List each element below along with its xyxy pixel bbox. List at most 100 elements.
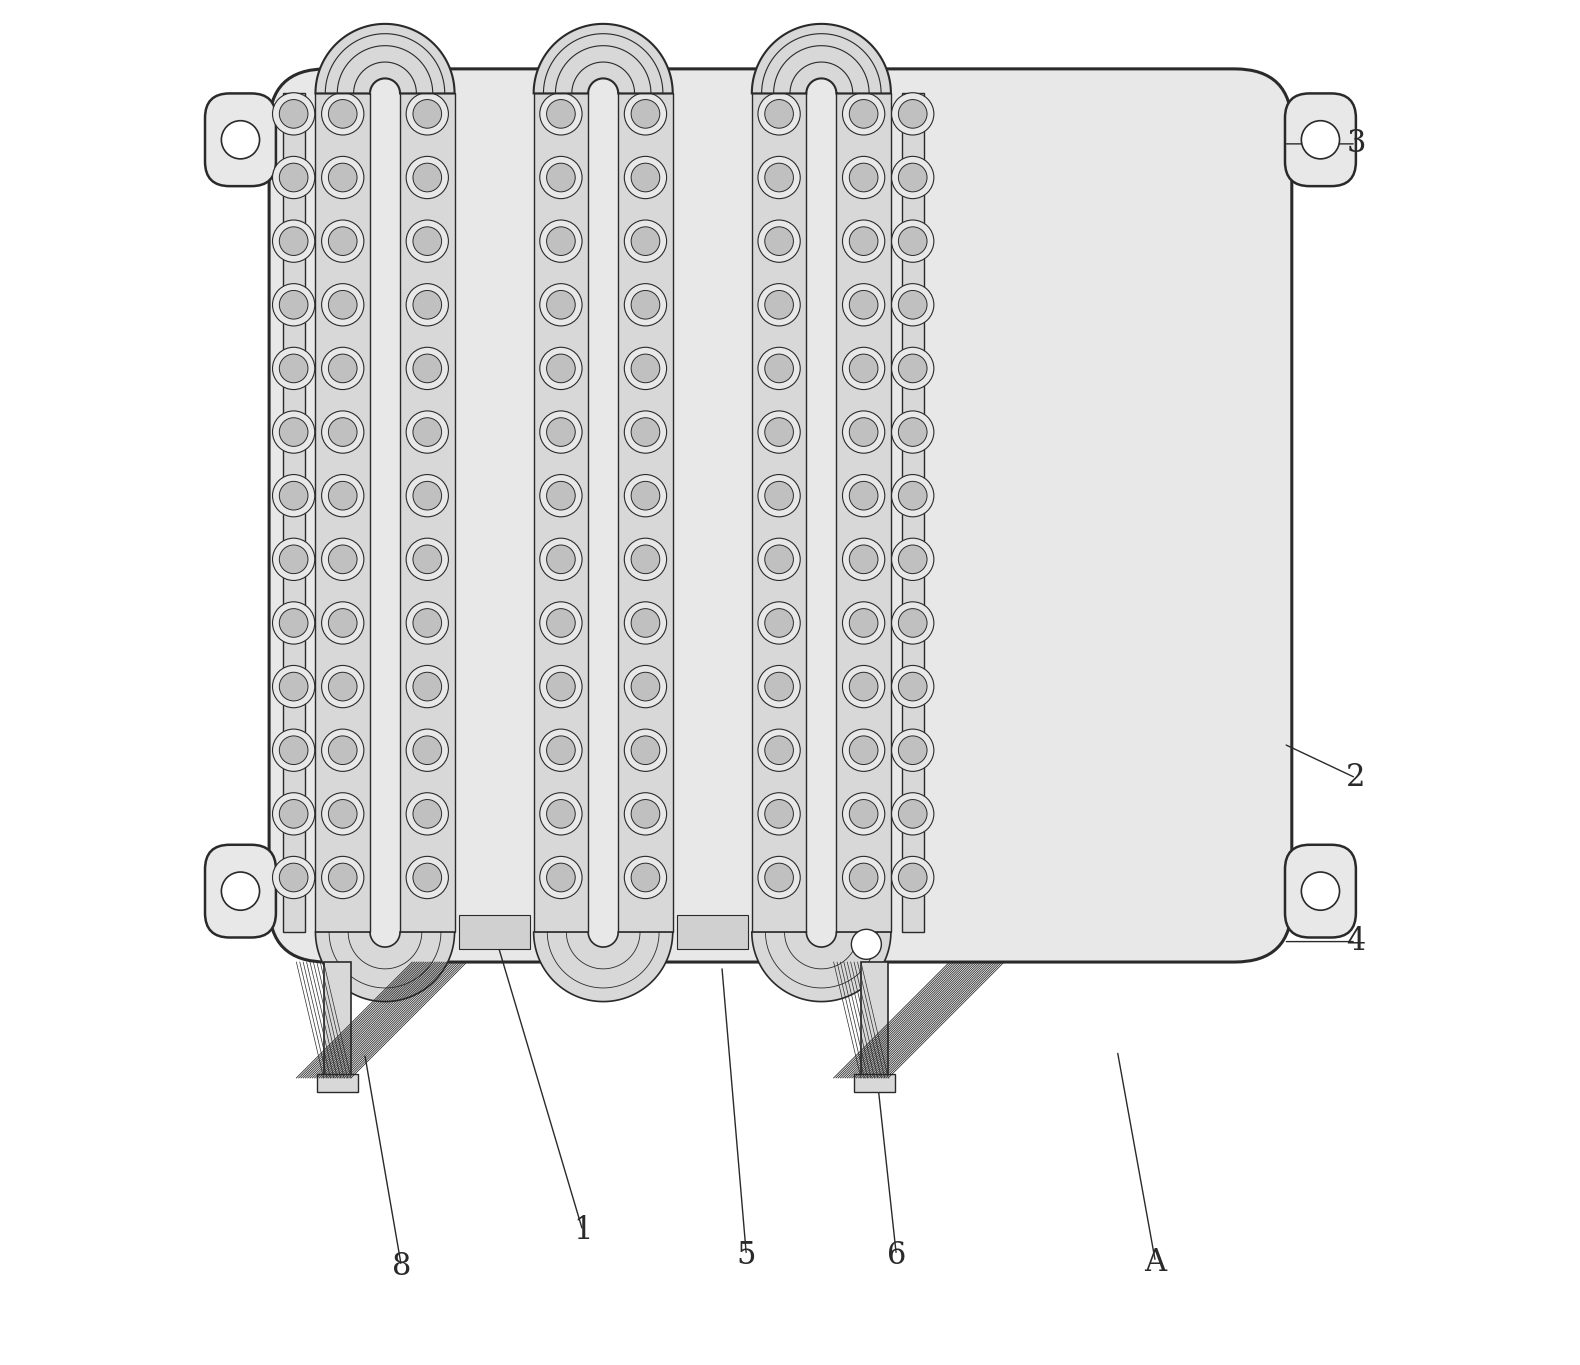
Text: A: A	[1144, 1246, 1166, 1278]
Circle shape	[412, 673, 441, 700]
Bar	[534, 93, 588, 932]
Circle shape	[540, 602, 581, 644]
Circle shape	[899, 418, 927, 446]
Circle shape	[412, 354, 441, 382]
Circle shape	[624, 284, 667, 326]
FancyBboxPatch shape	[205, 845, 276, 938]
Circle shape	[540, 856, 581, 898]
Circle shape	[899, 736, 927, 764]
Circle shape	[765, 100, 793, 128]
Circle shape	[280, 863, 308, 891]
Circle shape	[850, 227, 878, 255]
Bar	[283, 93, 305, 932]
Circle shape	[322, 475, 363, 517]
Circle shape	[547, 545, 575, 573]
Circle shape	[540, 793, 581, 835]
Circle shape	[272, 856, 314, 898]
Circle shape	[322, 729, 363, 771]
Bar	[400, 93, 455, 932]
Circle shape	[272, 793, 314, 835]
Circle shape	[765, 545, 793, 573]
PathPatch shape	[534, 932, 673, 1002]
Circle shape	[842, 729, 885, 771]
Circle shape	[412, 418, 441, 446]
Circle shape	[624, 157, 667, 199]
Circle shape	[850, 736, 878, 764]
Circle shape	[842, 157, 885, 199]
Circle shape	[850, 863, 878, 891]
Circle shape	[899, 482, 927, 511]
Text: 2: 2	[1346, 763, 1365, 793]
Circle shape	[624, 602, 667, 644]
Bar	[676, 915, 747, 949]
Circle shape	[329, 863, 357, 891]
Circle shape	[280, 609, 308, 637]
Circle shape	[842, 602, 885, 644]
Circle shape	[322, 411, 363, 453]
Circle shape	[329, 609, 357, 637]
Circle shape	[850, 291, 878, 319]
Circle shape	[891, 666, 934, 707]
Circle shape	[412, 164, 441, 192]
FancyBboxPatch shape	[1285, 93, 1356, 186]
Circle shape	[765, 673, 793, 700]
Circle shape	[891, 93, 934, 135]
Circle shape	[406, 856, 449, 898]
Circle shape	[765, 354, 793, 382]
Circle shape	[850, 673, 878, 700]
Circle shape	[406, 347, 449, 389]
Circle shape	[850, 800, 878, 829]
Circle shape	[630, 545, 660, 573]
Circle shape	[322, 347, 363, 389]
Circle shape	[624, 411, 667, 453]
Circle shape	[630, 609, 660, 637]
Circle shape	[850, 100, 878, 128]
Circle shape	[891, 538, 934, 580]
Circle shape	[280, 227, 308, 255]
Circle shape	[329, 164, 357, 192]
Circle shape	[547, 227, 575, 255]
Circle shape	[329, 418, 357, 446]
Bar	[836, 93, 891, 932]
Circle shape	[547, 354, 575, 382]
Circle shape	[412, 291, 441, 319]
Circle shape	[412, 800, 441, 829]
Circle shape	[412, 482, 441, 511]
PathPatch shape	[316, 932, 455, 1002]
Circle shape	[412, 736, 441, 764]
Circle shape	[630, 227, 660, 255]
Circle shape	[406, 793, 449, 835]
Circle shape	[322, 157, 363, 199]
Text: 4: 4	[1346, 925, 1365, 957]
Circle shape	[765, 800, 793, 829]
Circle shape	[758, 411, 799, 453]
Circle shape	[412, 863, 441, 891]
Circle shape	[758, 157, 799, 199]
Circle shape	[630, 863, 660, 891]
Circle shape	[630, 164, 660, 192]
Circle shape	[406, 475, 449, 517]
Circle shape	[329, 673, 357, 700]
Circle shape	[850, 164, 878, 192]
Circle shape	[765, 227, 793, 255]
Circle shape	[758, 793, 799, 835]
Circle shape	[322, 793, 363, 835]
Circle shape	[850, 609, 878, 637]
Circle shape	[891, 856, 934, 898]
Bar	[752, 93, 806, 932]
Circle shape	[272, 538, 314, 580]
Circle shape	[624, 666, 667, 707]
Circle shape	[272, 411, 314, 453]
Circle shape	[540, 284, 581, 326]
Circle shape	[842, 666, 885, 707]
Circle shape	[624, 475, 667, 517]
PathPatch shape	[316, 23, 455, 93]
Text: 8: 8	[392, 1250, 411, 1282]
Circle shape	[852, 930, 882, 960]
Circle shape	[624, 93, 667, 135]
Circle shape	[412, 227, 441, 255]
Circle shape	[540, 220, 581, 262]
Circle shape	[630, 418, 660, 446]
Circle shape	[850, 418, 878, 446]
Circle shape	[758, 538, 799, 580]
